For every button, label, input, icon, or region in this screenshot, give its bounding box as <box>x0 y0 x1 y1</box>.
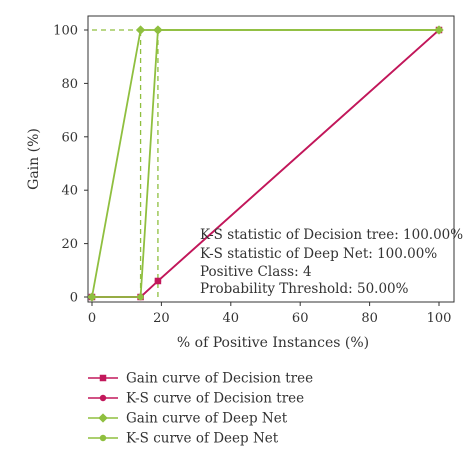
x-axis-title: % of Positive Instances (%) <box>177 335 369 351</box>
annotation-positive-class: Positive Class: 4 <box>200 264 312 280</box>
series-point <box>154 277 162 285</box>
series-4 <box>88 26 443 301</box>
legend-swatch-marker <box>99 374 107 382</box>
annotation-probability-threshold: Probability Threshold: 50.00% <box>200 281 409 297</box>
y-tick-label: 0 <box>70 291 78 306</box>
series-line <box>92 29 439 298</box>
legend-swatch-marker <box>99 394 107 402</box>
y-tick-label: 20 <box>61 237 78 252</box>
annotation-ks-decision-tree: K-S statistic of Decision tree: 100.00% <box>200 227 463 243</box>
legend-item: Gain curve of Decision tree <box>88 371 313 387</box>
legend-swatch-marker <box>99 434 107 442</box>
legend-swatch-marker <box>98 413 108 423</box>
legend-label: Gain curve of Decision tree <box>126 371 313 387</box>
series-point <box>137 293 144 301</box>
x-tick-label: 80 <box>361 311 378 326</box>
legend-label: K-S curve of Decision tree <box>126 391 304 407</box>
legend-item: K-S curve of Decision tree <box>88 391 304 407</box>
x-tick-label: 0 <box>88 311 96 326</box>
legend-item: K-S curve of Deep Net <box>88 431 279 447</box>
legend-label: K-S curve of Deep Net <box>126 431 279 447</box>
series-layer <box>87 25 444 302</box>
y-tick-label: 80 <box>61 77 78 92</box>
series-point <box>154 26 162 34</box>
series-point <box>135 25 146 35</box>
legend-item: Gain curve of Deep Net <box>88 411 288 427</box>
x-tick-label: 60 <box>292 311 309 326</box>
y-tick-label: 40 <box>61 184 78 199</box>
y-axis-title: Gain (%) <box>26 128 42 190</box>
series-point <box>88 293 96 301</box>
legend: Gain curve of Decision tree K-S curve of … <box>88 371 313 447</box>
axis-ticks: 0 20 40 60 80 100 0 20 40 60 80 100 <box>53 24 451 327</box>
series-point <box>435 26 443 34</box>
y-tick-label: 100 <box>53 24 78 39</box>
y-tick-label: 60 <box>61 130 78 145</box>
legend-label: Gain curve of Deep Net <box>126 411 288 427</box>
x-tick-label: 100 <box>427 311 452 326</box>
x-tick-label: 40 <box>223 311 240 326</box>
x-tick-label: 20 <box>153 311 170 326</box>
annotation-ks-deep-net: K-S statistic of Deep Net: 100.00% <box>200 246 437 262</box>
